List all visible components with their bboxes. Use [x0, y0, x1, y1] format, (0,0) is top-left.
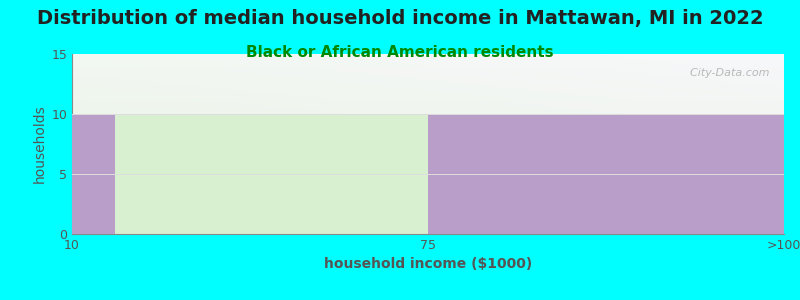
Y-axis label: households: households	[33, 105, 47, 183]
Bar	[72, 114, 114, 234]
Bar	[428, 114, 784, 234]
Text: Distribution of median household income in Mattawan, MI in 2022: Distribution of median household income …	[37, 9, 763, 28]
Text: Black or African American residents: Black or African American residents	[246, 45, 554, 60]
Text: City-Data.com: City-Data.com	[683, 68, 770, 78]
Bar	[114, 114, 428, 234]
X-axis label: household income ($1000): household income ($1000)	[324, 257, 532, 272]
